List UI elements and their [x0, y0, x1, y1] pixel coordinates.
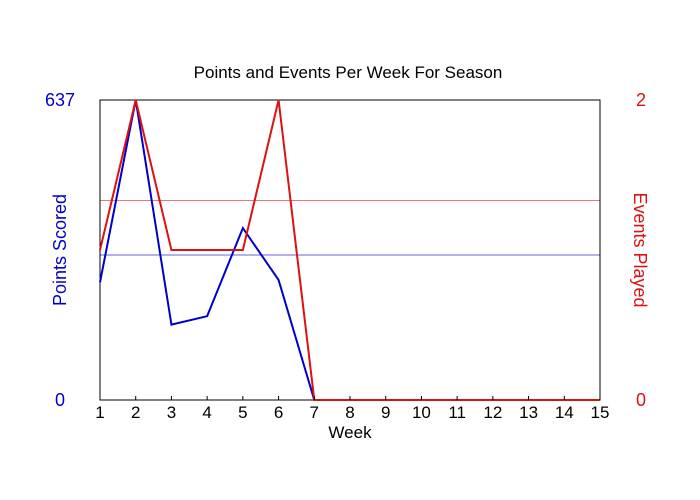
series-line-right	[99, 99, 600, 401]
x-tick-label: 15	[591, 403, 610, 422]
y-left-tick-label-min: 0	[55, 390, 65, 410]
x-tick-label: 11	[448, 403, 466, 422]
y-right-tick-label-min: 0	[636, 390, 646, 410]
chart-title: Points and Events Per Week For Season	[194, 63, 503, 82]
x-tick-label: 2	[131, 403, 140, 422]
x-tick-label: 1	[95, 403, 104, 422]
x-tick-label: 3	[167, 403, 176, 422]
x-tick-label: 14	[555, 403, 574, 422]
x-tick-label: 13	[519, 403, 538, 422]
y-left-tick-label-max: 637	[45, 90, 75, 110]
y-right-tick-label-max: 2	[636, 90, 646, 110]
x-tick-label: 12	[483, 403, 502, 422]
x-tick-label: 10	[412, 403, 431, 422]
y-right-axis-label: Events Played	[630, 192, 650, 307]
y-left-axis-label: Points Scored	[50, 194, 70, 306]
x-axis-label: Week	[328, 423, 372, 442]
x-tick-label: 5	[238, 403, 247, 422]
x-tick-label: 8	[345, 403, 354, 422]
x-tick-label: 9	[381, 403, 390, 422]
x-tick-label: 6	[274, 403, 283, 422]
x-tick-label: 7	[310, 403, 319, 422]
x-tick-label: 4	[202, 403, 211, 422]
